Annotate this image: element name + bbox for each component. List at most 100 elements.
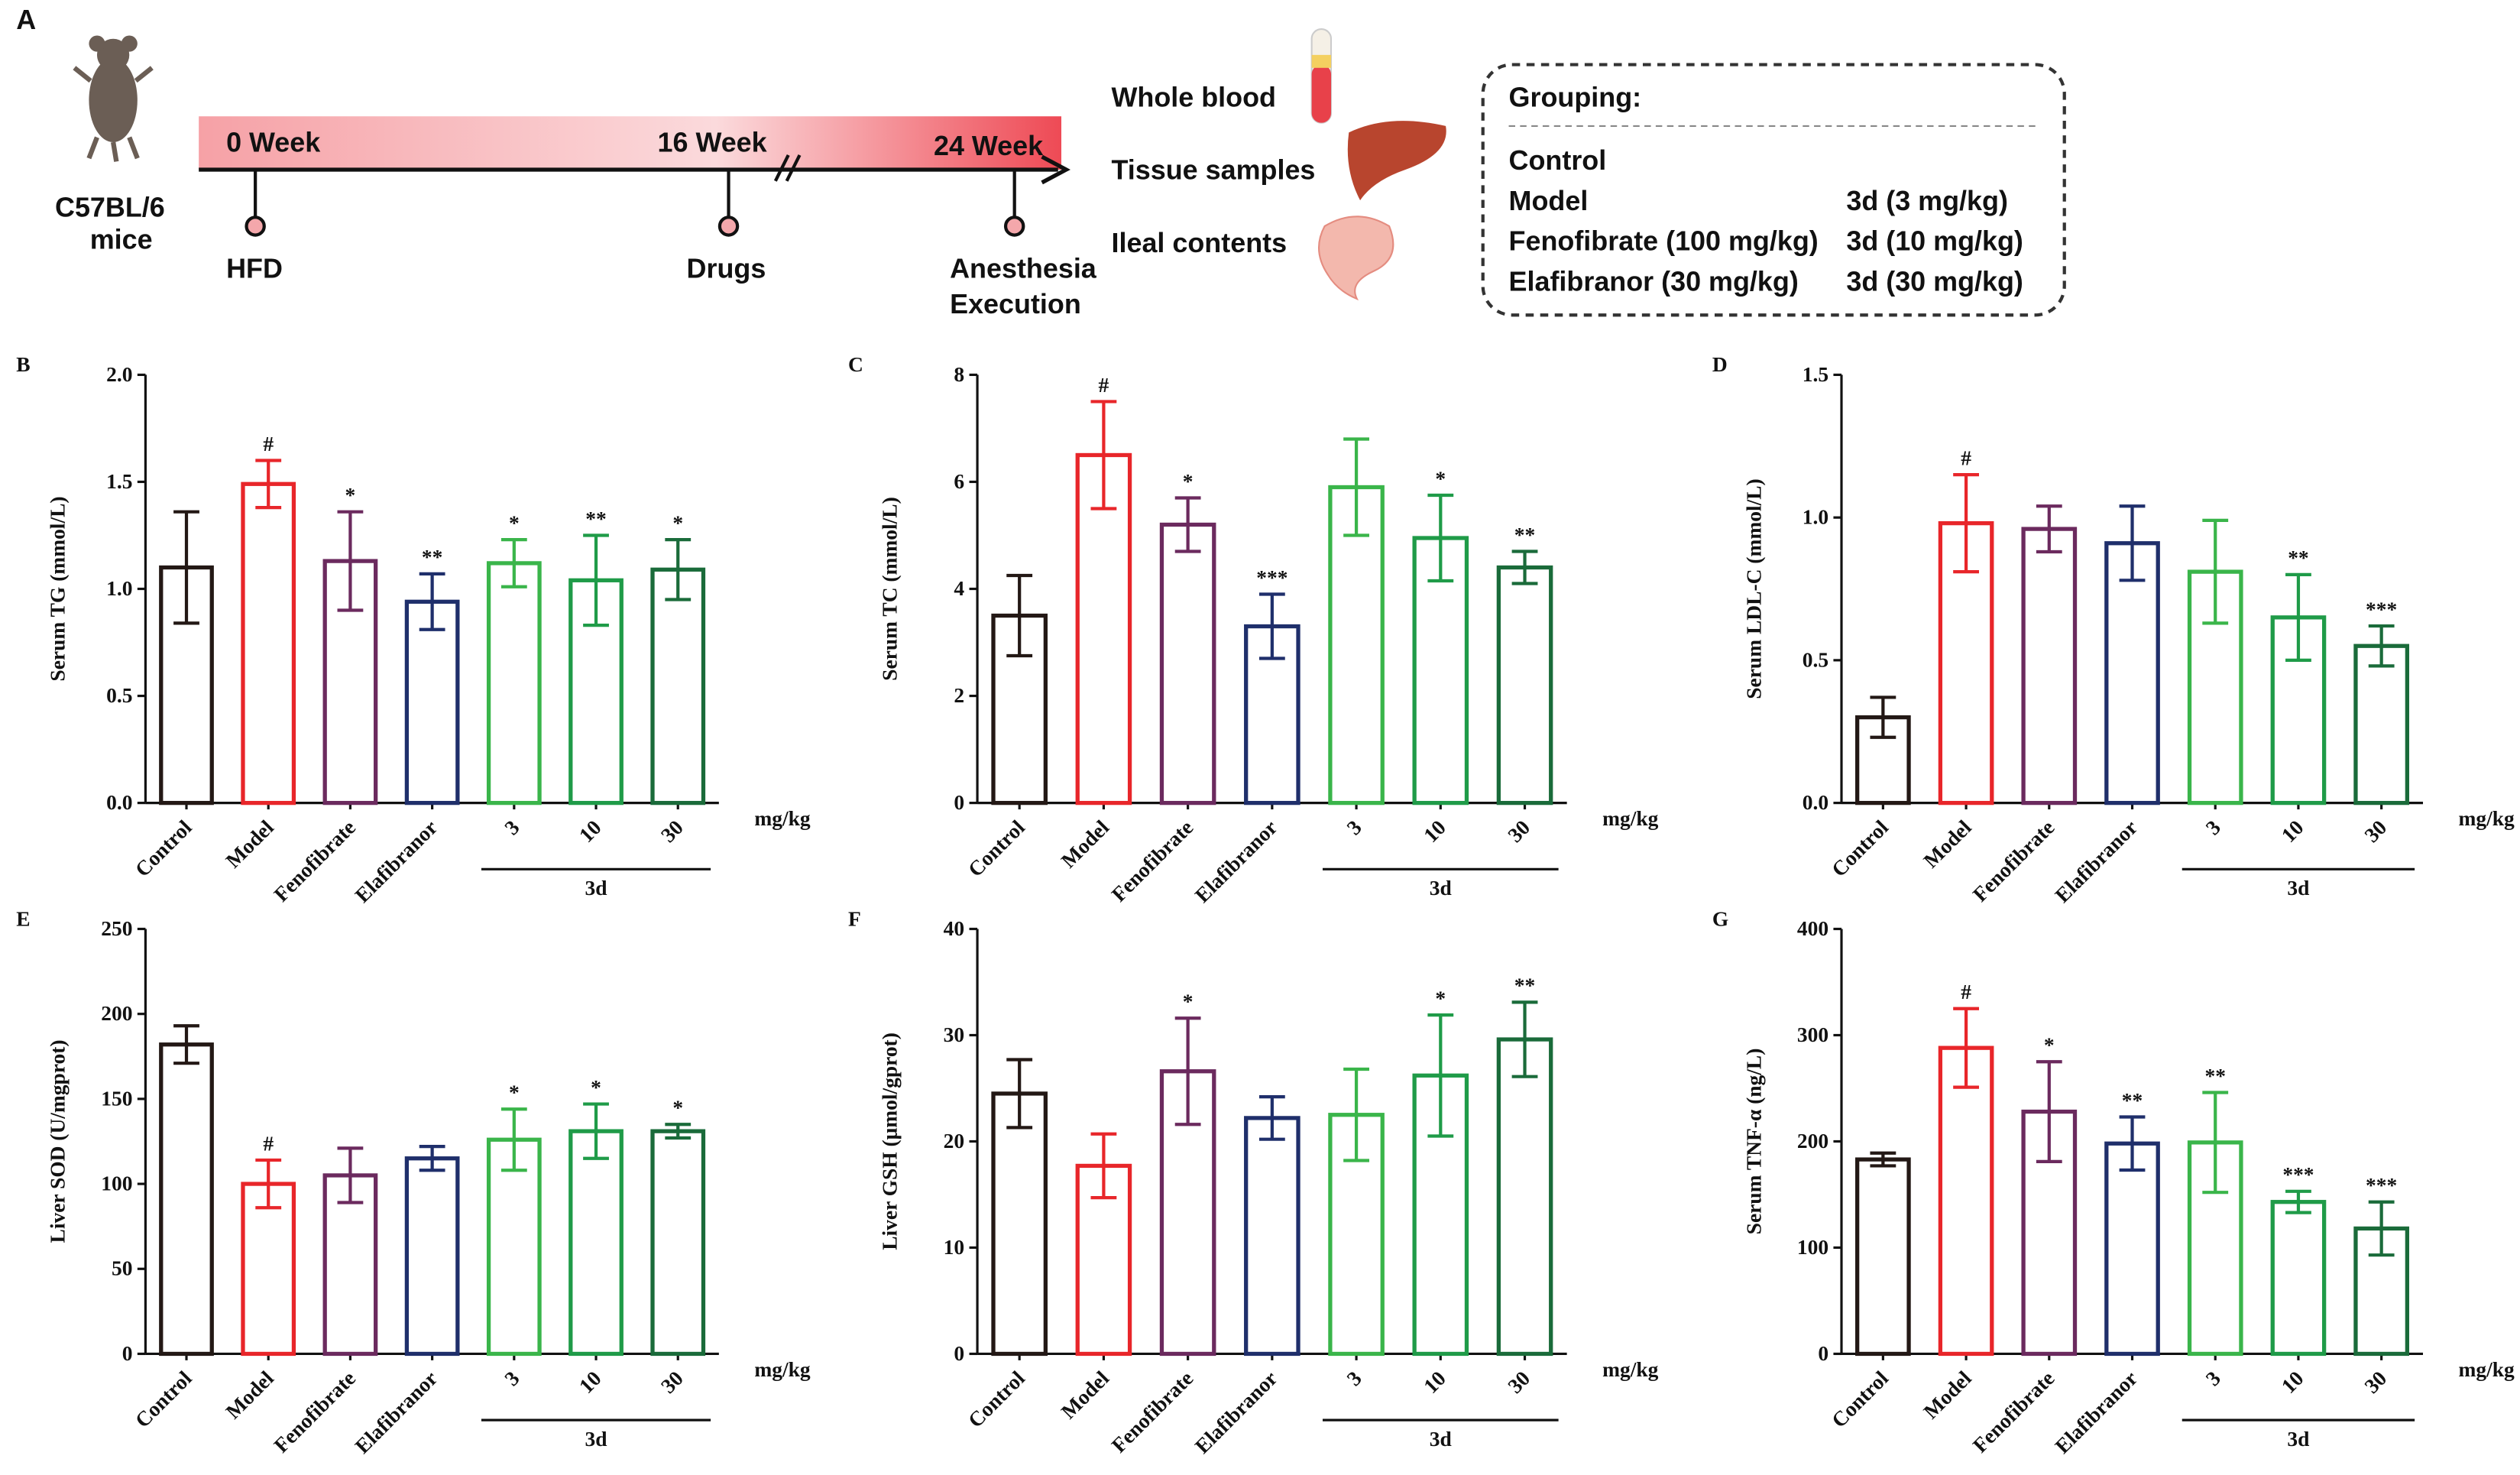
bar (1938, 1045, 1994, 1357)
error-bar (1090, 1132, 1117, 1200)
intestine-icon (1317, 216, 1394, 301)
panel-label: G (1712, 907, 1728, 930)
x-tick-label: Control (131, 815, 196, 881)
unit-label: mg/kg (1602, 1358, 1659, 1381)
y-tick-label: 2.0 (106, 363, 132, 386)
significance: # (1099, 374, 1109, 397)
error-bar (665, 1123, 692, 1140)
y-tick-label: 8 (954, 363, 964, 386)
break-mark (773, 154, 802, 182)
error-bar (255, 1158, 282, 1210)
event: HFD (226, 253, 283, 284)
y-tick-label: 0 (1818, 1342, 1828, 1365)
error-bar (1090, 400, 1117, 511)
x-tick-label: 30 (2360, 1366, 2392, 1398)
error-bar (2285, 572, 2311, 662)
error-bar (255, 459, 282, 510)
significance: * (672, 511, 683, 534)
significance: * (509, 1081, 520, 1104)
x-tick-label: Elafibranor (351, 815, 442, 906)
panel-label: E (16, 907, 30, 930)
x-tick-label: Control (131, 1366, 196, 1432)
error-bar (337, 1146, 364, 1204)
bar (650, 567, 706, 806)
significance: * (345, 484, 356, 507)
y-tick-label: 1.5 (1803, 363, 1828, 386)
x-tick-label: 30 (1504, 815, 1535, 847)
x-tick-label: Model (1057, 1366, 1113, 1423)
error-bar (2119, 1115, 2146, 1172)
bar (1855, 1157, 1911, 1357)
chart: B Serum TG (mmol/L) 0.0 0.5 1.0 1.5 2.0 Control… (16, 353, 811, 907)
bar (404, 599, 460, 806)
x-tick-label: 10 (1419, 1366, 1450, 1398)
unit-label: mg/kg (754, 1358, 811, 1381)
x-tick-label: 3 (1343, 1366, 1366, 1390)
significance: * (1183, 990, 1194, 1013)
event: Drugs (687, 253, 766, 284)
panel-a: A C57BL/6 mice 0 Week 16 Week 24 Week HF… (16, 4, 2066, 319)
bar (2104, 1141, 2160, 1357)
significance: * (2044, 1034, 2055, 1057)
error-bar (1427, 493, 1454, 583)
significance: ** (2288, 546, 2308, 569)
x-tick-label: Model (222, 1366, 278, 1423)
error-bar (2119, 504, 2146, 582)
charts: B Serum TG (mmol/L) 0.0 0.5 1.0 1.5 2.0 Control… (16, 353, 2515, 1458)
error-bar (1174, 496, 1201, 553)
error-bar (2368, 1200, 2395, 1257)
bar (159, 1042, 214, 1357)
sample: Tissue samples (1112, 154, 1316, 186)
x-tick-label: Control (964, 1366, 1029, 1432)
y-tick-label: 20 (944, 1130, 964, 1152)
error-bar (2036, 504, 2062, 554)
y-axis-label: Serum TG (mmol/L) (47, 496, 70, 681)
y-tick-label: 200 (101, 1002, 132, 1025)
error-bar (2202, 518, 2229, 625)
y-axis-label: Serum LDL-C (mmol/L) (1742, 478, 1765, 699)
x-tick-label: Elafibranor (351, 1366, 442, 1457)
y-tick-label: 1.5 (106, 470, 132, 493)
stems (245, 169, 1025, 237)
event: Execution (950, 288, 1081, 319)
bar (486, 1137, 542, 1357)
error-bar (1870, 695, 1896, 739)
bar (1075, 452, 1132, 806)
tube-icon (1310, 28, 1333, 124)
y-tick-label: 4 (954, 577, 964, 600)
bar (1244, 1116, 1300, 1357)
bar (404, 1156, 460, 1357)
liver-icon (1347, 121, 1446, 201)
bar (991, 1091, 1048, 1357)
unit-label: mg/kg (1602, 807, 1659, 830)
significance: * (509, 511, 520, 534)
y-tick-label: 30 (944, 1023, 964, 1046)
panel-label: B (16, 353, 30, 376)
significance: # (1961, 981, 1971, 1003)
bar (2353, 643, 2410, 806)
y-axis-label: Liver GSH (μmol/gprot) (878, 1032, 901, 1250)
group: Model (1509, 185, 1589, 216)
error-bar (1343, 437, 1369, 537)
error-bar (2285, 1189, 2311, 1214)
error-bar (419, 1145, 445, 1172)
timeline-label: 24 Week (934, 130, 1044, 161)
unit-label: mg/kg (2459, 1358, 2515, 1381)
x-tick-label: 10 (575, 1366, 606, 1398)
error-bar (665, 537, 692, 601)
x-tick-label: Fenofibrate (1107, 815, 1197, 906)
x-tick-label: Fenofibrate (1107, 1366, 1197, 1457)
x-tick-label: 3 (500, 815, 524, 839)
bar (2021, 527, 2078, 806)
y-axis-label: Liver SOD (U/mgprot) (47, 1039, 70, 1243)
error-bar (1870, 1151, 1896, 1168)
error-bar (2036, 1060, 2062, 1163)
x-tick-label: Fenofibrate (1968, 815, 2058, 906)
mouse-icon (73, 35, 154, 162)
x-tick-label: 10 (2277, 815, 2308, 847)
y-tick-label: 6 (954, 470, 964, 493)
x-tick-label: Fenofibrate (270, 1366, 360, 1457)
error-bar (173, 1024, 199, 1065)
group-label: 3d (1430, 877, 1452, 900)
